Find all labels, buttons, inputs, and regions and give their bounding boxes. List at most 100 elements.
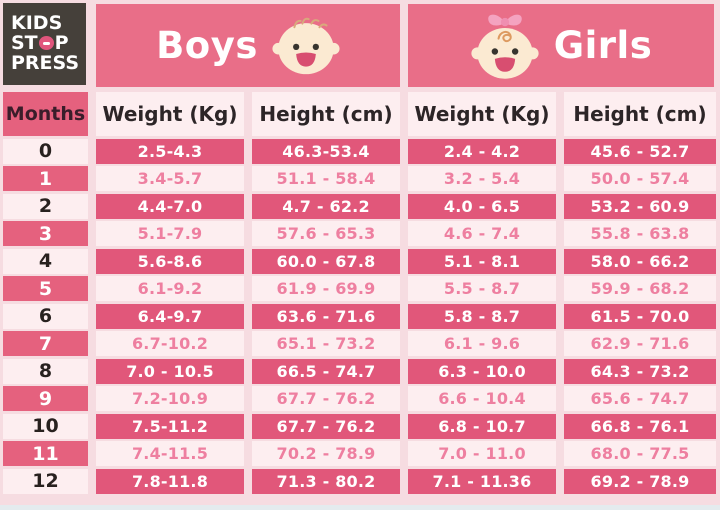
boys-weight-cell: 4.4-7.0 — [96, 193, 244, 219]
boys-height-cell: 65.1 - 73.2 — [252, 331, 400, 357]
boys-height-column-header: Height (cm) — [252, 92, 400, 136]
boys-weight-cell: 7.2-10.9 — [96, 386, 244, 412]
girls-weight-cell: 7.0 - 11.0 — [408, 441, 556, 467]
month-cell: 7 — [3, 331, 88, 357]
month-cell: 4 — [3, 248, 88, 274]
boys-height-cell: 66.5 - 74.7 — [252, 358, 400, 384]
boys-weight-cell: 2.5-4.3 — [96, 139, 244, 164]
boys-weight-cell: 5.1-7.9 — [96, 221, 244, 247]
table-row: 3 5.1-7.9 57.6 - 65.3 4.6 - 7.4 55.8 - 63.8 — [3, 221, 716, 247]
boys-height-cell: 70.2 - 78.9 — [252, 441, 400, 467]
table-body: 0 2.5-4.3 46.3-53.4 2.4 - 4.2 45.6 - 52.7 1 3.… — [3, 139, 716, 494]
table-row: 11 7.4-11.5 70.2 - 78.9 7.0 - 11.0 68.0 - 77… — [3, 441, 716, 467]
month-cell: 2 — [3, 193, 88, 219]
girls-weight-column-header: Weight (Kg) — [408, 92, 556, 136]
table-row: 4 5.6-8.6 60.0 - 67.8 5.1 - 8.1 58.0 - 66.2 — [3, 248, 716, 274]
girls-height-cell: 45.6 - 52.7 — [564, 139, 716, 164]
girls-height-cell: 66.8 - 76.1 — [564, 413, 716, 439]
logo-line-3: PRESS — [11, 53, 86, 73]
logo-text: ST — [11, 32, 38, 54]
logo-line-2: ST P — [11, 33, 86, 53]
girls-height-column-header: Height (cm) — [564, 92, 716, 136]
girls-height-cell: 50.0 - 57.4 — [564, 166, 716, 192]
girls-label: Girls — [553, 24, 653, 67]
table-row: 1 3.4-5.7 51.1 - 58.4 3.2 - 5.4 50.0 - 57.4 — [3, 166, 716, 192]
girls-height-cell: 68.0 - 77.5 — [564, 441, 716, 467]
girls-height-cell: 65.6 - 74.7 — [564, 386, 716, 412]
month-cell: 12 — [3, 468, 88, 494]
boys-weight-cell: 7.4-11.5 — [96, 441, 244, 467]
girls-weight-cell: 7.1 - 11.36 — [408, 468, 556, 494]
table-row: 6 6.4-9.7 63.6 - 71.6 5.8 - 8.7 61.5 - 70.0 — [3, 303, 716, 329]
girls-height-cell: 69.2 - 78.9 — [564, 468, 716, 494]
boys-weight-cell: 3.4-5.7 — [96, 166, 244, 192]
boys-height-cell: 51.1 - 58.4 — [252, 166, 400, 192]
month-cell: 8 — [3, 358, 88, 384]
girls-header-bar: Girls — [408, 4, 714, 87]
girls-weight-cell: 6.3 - 10.0 — [408, 358, 556, 384]
girls-weight-cell: 5.1 - 8.1 — [408, 248, 556, 274]
boys-weight-cell: 7.0 - 10.5 — [96, 358, 244, 384]
baby-girl-face-icon — [471, 14, 539, 79]
girls-height-cell: 58.0 - 66.2 — [564, 248, 716, 274]
month-cell: 6 — [3, 303, 88, 329]
logo-text: PRESS — [11, 52, 80, 74]
boys-height-cell: 4.7 - 62.2 — [252, 193, 400, 219]
logo-text: P — [54, 32, 69, 54]
girls-height-cell: 62.9 - 71.6 — [564, 331, 716, 357]
girls-weight-cell: 6.6 - 10.4 — [408, 386, 556, 412]
girls-weight-cell: 2.4 - 4.2 — [408, 139, 556, 164]
bottom-edge-strip — [0, 505, 720, 510]
month-cell: 0 — [3, 139, 88, 164]
month-cell: 3 — [3, 221, 88, 247]
baby-boy-face-icon — [272, 17, 340, 74]
table-row: 0 2.5-4.3 46.3-53.4 2.4 - 4.2 45.6 - 52.7 — [3, 139, 716, 164]
girls-weight-cell: 3.2 - 5.4 — [408, 166, 556, 192]
girls-height-cell: 61.5 - 70.0 — [564, 303, 716, 329]
boys-height-cell: 61.9 - 69.9 — [252, 276, 400, 302]
boys-weight-cell: 5.6-8.6 — [96, 248, 244, 274]
girls-weight-cell: 4.0 - 6.5 — [408, 193, 556, 219]
kidsstoppress-logo: KIDS ST P PRESS — [3, 3, 86, 85]
boys-weight-column-header: Weight (Kg) — [96, 92, 244, 136]
table-row: 5 6.1-9.2 61.9 - 69.9 5.5 - 8.7 59.9 - 68.2 — [3, 276, 716, 302]
boys-weight-cell: 6.1-9.2 — [96, 276, 244, 302]
boys-height-cell: 71.3 - 80.2 — [252, 468, 400, 494]
boys-label: Boys — [156, 24, 258, 67]
girls-height-cell: 59.9 - 68.2 — [564, 276, 716, 302]
girls-height-cell: 64.3 - 73.2 — [564, 358, 716, 384]
table-row: 7 6.7-10.2 65.1 - 73.2 6.1 - 9.6 62.9 - 71.6 — [3, 331, 716, 357]
boys-height-cell: 63.6 - 71.6 — [252, 303, 400, 329]
girls-weight-cell: 5.8 - 8.7 — [408, 303, 556, 329]
month-cell: 10 — [3, 413, 88, 439]
table-row: 2 4.4-7.0 4.7 - 62.2 4.0 - 6.5 53.2 - 60.9 — [3, 193, 716, 219]
boys-weight-cell: 6.7-10.2 — [96, 331, 244, 357]
boys-header-bar: Boys — [96, 4, 400, 87]
boys-height-cell: 46.3-53.4 — [252, 139, 400, 164]
logo-o-circle-icon — [38, 36, 54, 50]
month-cell: 11 — [3, 441, 88, 467]
boys-height-cell: 60.0 - 67.8 — [252, 248, 400, 274]
logo-text: KIDS — [11, 12, 63, 34]
girls-height-cell: 55.8 - 63.8 — [564, 221, 716, 247]
boys-height-cell: 67.7 - 76.2 — [252, 386, 400, 412]
table-row: 8 7.0 - 10.5 66.5 - 74.7 6.3 - 10.0 64.3 - 7… — [3, 358, 716, 384]
girls-weight-cell: 4.6 - 7.4 — [408, 221, 556, 247]
table-row: 12 7.8-11.8 71.3 - 80.2 7.1 - 11.36 69.2 - 7… — [3, 468, 716, 494]
table-row: 9 7.2-10.9 67.7 - 76.2 6.6 - 10.4 65.6 - 74.… — [3, 386, 716, 412]
month-cell: 5 — [3, 276, 88, 302]
girls-weight-cell: 6.8 - 10.7 — [408, 413, 556, 439]
girls-weight-cell: 6.1 - 9.6 — [408, 331, 556, 357]
boys-height-cell: 67.7 - 76.2 — [252, 413, 400, 439]
column-header-row: Months Weight (Kg) Height (cm) Weight (K… — [3, 92, 716, 136]
boys-weight-cell: 7.5-11.2 — [96, 413, 244, 439]
table-row: 10 7.5-11.2 67.7 - 76.2 6.8 - 10.7 66.8 - 76… — [3, 413, 716, 439]
girls-height-cell: 53.2 - 60.9 — [564, 193, 716, 219]
month-cell: 9 — [3, 386, 88, 412]
boys-height-cell: 57.6 - 65.3 — [252, 221, 400, 247]
boys-weight-cell: 6.4-9.7 — [96, 303, 244, 329]
girls-weight-cell: 5.5 - 8.7 — [408, 276, 556, 302]
month-cell: 1 — [3, 166, 88, 192]
logo-line-1: KIDS — [11, 13, 86, 33]
